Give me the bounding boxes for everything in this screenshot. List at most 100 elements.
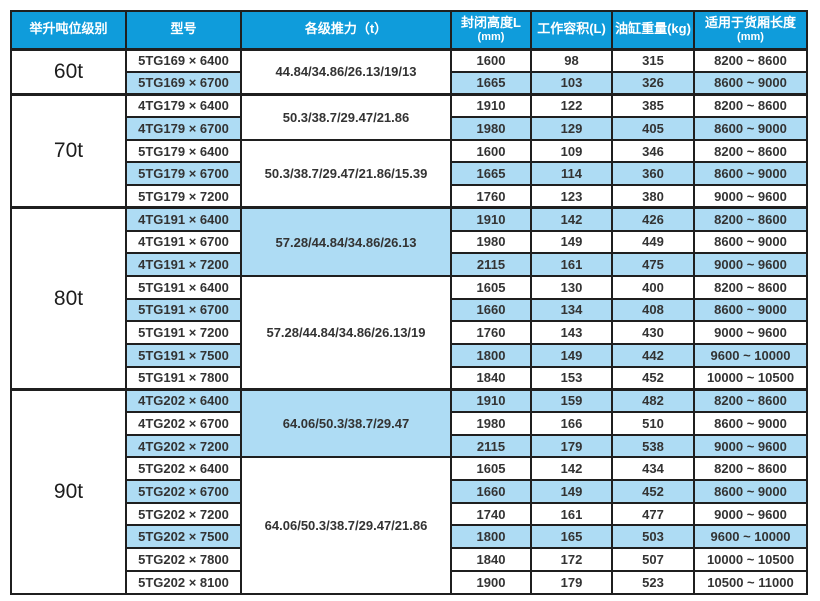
table-row: 4TG202 × 7200 2115 179 538 9000 ~ 9600 bbox=[11, 433, 808, 459]
box-length-cell: 9000 ~ 9600 bbox=[693, 433, 808, 459]
model-cell: 4TG202 × 7200 bbox=[125, 433, 242, 459]
working-volume-cell: 142 bbox=[530, 206, 613, 232]
box-length-cell: 9000 ~ 9600 bbox=[693, 184, 808, 209]
table-row: 5TG191 × 6700 1660 134 408 8600 ~ 9000 bbox=[11, 297, 808, 323]
model-cell: 5TG191 × 7500 bbox=[125, 342, 242, 368]
thrust-cell: 44.84/34.86/26.13/19/13 bbox=[240, 47, 452, 96]
cylinder-weight-cell: 507 bbox=[611, 547, 695, 572]
thrust-cell: 50.3/38.7/29.47/21.86 bbox=[240, 92, 452, 141]
cylinder-weight-cell: 503 bbox=[611, 524, 695, 550]
table-row: 4TG179 × 6700 1980 129 405 8600 ~ 9000 bbox=[11, 116, 808, 141]
working-volume-cell: 166 bbox=[530, 411, 613, 436]
working-volume-cell: 122 bbox=[530, 92, 613, 119]
closed-height-cell: 1665 bbox=[450, 161, 532, 187]
thrust-cell: 64.06/50.3/38.7/29.47 bbox=[240, 387, 452, 459]
box-length-cell: 8600 ~ 9000 bbox=[693, 479, 808, 504]
column-header-unit: (mm) bbox=[477, 30, 505, 43]
working-volume-cell: 161 bbox=[530, 252, 613, 277]
table-row: 5TG202 × 7500 1800 165 503 9600 ~ 10000 bbox=[11, 524, 808, 550]
cylinder-weight-cell: 477 bbox=[611, 501, 695, 527]
cylinder-weight-cell: 346 bbox=[611, 138, 695, 164]
closed-height-cell: 1660 bbox=[450, 297, 532, 323]
cylinder-weight-cell: 442 bbox=[611, 342, 695, 368]
table-row: 4TG191 × 7200 2115 161 475 9000 ~ 9600 bbox=[11, 252, 808, 277]
column-header-working-volume: 工作容积(L) bbox=[530, 10, 613, 50]
cylinder-weight-cell: 426 bbox=[611, 206, 695, 232]
model-cell: 5TG191 × 6700 bbox=[125, 297, 242, 323]
column-header-thrust: 各级推力（t） bbox=[240, 10, 452, 50]
box-length-cell: 8200 ~ 8600 bbox=[693, 274, 808, 300]
working-volume-cell: 149 bbox=[530, 229, 613, 255]
cylinder-weight-cell: 400 bbox=[611, 274, 695, 300]
table-row: 5TG179 × 7200 1760 123 380 9000 ~ 9600 bbox=[11, 184, 808, 209]
closed-height-cell: 1760 bbox=[450, 184, 532, 209]
closed-height-cell: 1840 bbox=[450, 547, 532, 572]
model-cell: 5TG169 × 6400 bbox=[125, 47, 242, 73]
working-volume-cell: 179 bbox=[530, 433, 613, 459]
closed-height-cell: 1740 bbox=[450, 501, 532, 527]
cylinder-weight-cell: 405 bbox=[611, 116, 695, 141]
working-volume-cell: 153 bbox=[530, 365, 613, 391]
model-cell: 4TG179 × 6700 bbox=[125, 116, 242, 141]
working-volume-cell: 123 bbox=[530, 184, 613, 209]
working-volume-cell: 134 bbox=[530, 297, 613, 323]
closed-height-cell: 1900 bbox=[450, 569, 532, 595]
column-header-label: 封闭高度L bbox=[461, 14, 521, 30]
table-row: 5TG169 × 6700 1665 103 326 8600 ~ 9000 bbox=[11, 70, 808, 96]
model-cell: 5TG202 × 7200 bbox=[125, 501, 242, 527]
working-volume-cell: 109 bbox=[530, 138, 613, 164]
box-length-cell: 9000 ~ 9600 bbox=[693, 252, 808, 277]
model-cell: 5TG191 × 7800 bbox=[125, 365, 242, 391]
model-cell: 5TG202 × 7500 bbox=[125, 524, 242, 550]
model-cell: 4TG179 × 6400 bbox=[125, 92, 242, 119]
box-length-cell: 8600 ~ 9000 bbox=[693, 161, 808, 187]
box-length-cell: 10000 ~ 10500 bbox=[693, 547, 808, 572]
cylinder-weight-cell: 434 bbox=[611, 456, 695, 482]
tonnage-cell: 80t bbox=[10, 206, 127, 391]
table-body: 60t 5TG169 × 6400 44.84/34.86/26.13/19/13 1… bbox=[10, 47, 808, 595]
cylinder-weight-cell: 475 bbox=[611, 252, 695, 277]
model-cell: 5TG179 × 7200 bbox=[125, 184, 242, 209]
box-length-cell: 8200 ~ 8600 bbox=[693, 47, 808, 73]
cylinder-weight-cell: 482 bbox=[611, 387, 695, 413]
cylinder-weight-cell: 523 bbox=[611, 569, 695, 595]
model-cell: 4TG202 × 6400 bbox=[125, 387, 242, 413]
closed-height-cell: 1910 bbox=[450, 206, 532, 232]
box-length-cell: 8200 ~ 8600 bbox=[693, 456, 808, 482]
working-volume-cell: 142 bbox=[530, 456, 613, 482]
column-header-model: 型号 bbox=[125, 10, 242, 50]
closed-height-cell: 1605 bbox=[450, 456, 532, 482]
cylinder-weight-cell: 326 bbox=[611, 70, 695, 96]
model-cell: 5TG202 × 8100 bbox=[125, 569, 242, 595]
table-row: 5TG202 × 6400 64.06/50.3/38.7/29.47/21.86… bbox=[11, 456, 808, 595]
table-row: 5TG191 × 7200 1760 143 430 9000 ~ 9600 bbox=[11, 320, 808, 345]
box-length-cell: 8600 ~ 9000 bbox=[693, 116, 808, 141]
table-row: 5TG202 × 7800 1840 172 507 10000 ~ 10500 bbox=[11, 547, 808, 572]
working-volume-cell: 114 bbox=[530, 161, 613, 187]
box-length-cell: 8600 ~ 9000 bbox=[693, 70, 808, 96]
box-length-cell: 8200 ~ 8600 bbox=[693, 138, 808, 164]
closed-height-cell: 2115 bbox=[450, 252, 532, 277]
table-row: 90t 4TG202 × 6400 64.06/50.3/38.7/29.47 191… bbox=[10, 387, 808, 595]
model-cell: 4TG191 × 6700 bbox=[125, 229, 242, 255]
closed-height-cell: 1800 bbox=[450, 524, 532, 550]
box-length-cell: 9600 ~ 10000 bbox=[693, 524, 808, 550]
cylinder-weight-cell: 385 bbox=[611, 92, 695, 119]
column-header-closed-height: 封闭高度L (mm) bbox=[450, 10, 532, 50]
model-cell: 4TG191 × 6400 bbox=[125, 206, 242, 232]
model-cell: 5TG179 × 6700 bbox=[125, 161, 242, 187]
box-length-cell: 8200 ~ 8600 bbox=[693, 387, 808, 413]
column-header-label: 各级推力（t） bbox=[304, 21, 388, 37]
cylinder-weight-cell: 380 bbox=[611, 184, 695, 209]
thrust-cell: 64.06/50.3/38.7/29.47/21.86 bbox=[240, 456, 452, 595]
table-row: 5TG202 × 6700 1660 149 452 8600 ~ 9000 bbox=[11, 479, 808, 504]
closed-height-cell: 1600 bbox=[450, 138, 532, 164]
table-row: 5TG191 × 7800 1840 153 452 10000 ~ 10500 bbox=[11, 365, 808, 391]
model-cell: 5TG202 × 6400 bbox=[125, 456, 242, 482]
column-header-label: 举升吨位级别 bbox=[29, 21, 108, 37]
hydraulic-cylinder-spec-table: 举升吨位级别 型号 各级推力（t） 封闭高度L (mm) 工作容积(L) 油缸重量(kg) 适… bbox=[10, 10, 808, 595]
table-row: 5TG191 × 7500 1800 149 442 9600 ~ 10000 bbox=[11, 342, 808, 368]
model-cell: 5TG202 × 7800 bbox=[125, 547, 242, 572]
column-header-box-length: 适用于货厢长度 (mm) bbox=[693, 10, 808, 50]
